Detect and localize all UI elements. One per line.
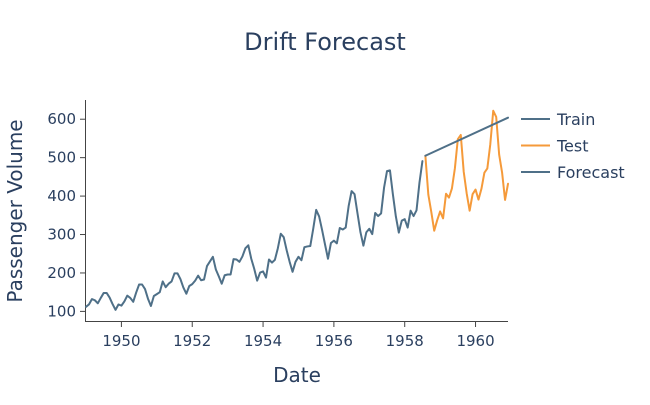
x-tick-label: 1956 (315, 332, 353, 350)
y-tick-label: 400 (47, 187, 76, 205)
y-tick-label: 600 (47, 110, 76, 128)
x-tick-label: 1954 (244, 332, 282, 350)
x-tick-label: 1958 (386, 332, 424, 350)
legend-item-train[interactable]: Train (521, 110, 595, 129)
legend-item-forecast[interactable]: Forecast (521, 163, 625, 182)
forecast-series-line (424, 116, 509, 157)
x-axis-title: Date (273, 363, 321, 387)
x-ticks: 1950 1952 1954 1956 1958 1960 (102, 322, 495, 350)
y-ticks: 100 200 300 400 500 600 (47, 110, 85, 320)
x-tick-label: 1960 (456, 332, 494, 350)
train-series-line (85, 160, 424, 311)
y-axis-title: Passenger Volume (3, 119, 27, 302)
x-tick-label: 1952 (173, 332, 211, 350)
y-tick-label: 300 (47, 226, 76, 244)
y-tick-label: 100 (47, 302, 76, 320)
plot-area (85, 109, 509, 311)
legend-item-test[interactable]: Test (521, 137, 589, 156)
legend-label: Test (556, 137, 589, 156)
chart-title: Drift Forecast (244, 28, 406, 56)
x-tick-label: 1950 (102, 332, 140, 350)
legend[interactable]: Train Test Forecast (521, 110, 625, 182)
y-tick-label: 200 (47, 264, 76, 282)
test-series-line (424, 109, 509, 232)
y-tick-label: 500 (47, 149, 76, 167)
legend-label: Forecast (557, 163, 625, 182)
legend-label: Train (556, 110, 595, 129)
